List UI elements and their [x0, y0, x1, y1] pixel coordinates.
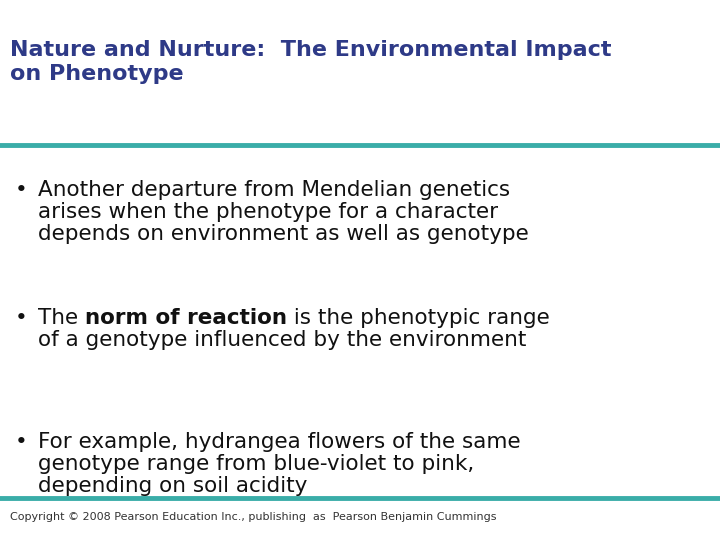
- Text: •: •: [15, 308, 28, 328]
- Text: The: The: [38, 308, 85, 328]
- Text: norm of reaction: norm of reaction: [85, 308, 287, 328]
- Text: Copyright © 2008 Pearson Education Inc., publishing  as  Pearson Benjamin Cummin: Copyright © 2008 Pearson Education Inc.,…: [10, 512, 497, 522]
- Text: •: •: [15, 432, 28, 452]
- Text: of a genotype influenced by the environment: of a genotype influenced by the environm…: [38, 330, 526, 350]
- Text: depends on environment as well as genotype: depends on environment as well as genoty…: [38, 224, 528, 244]
- Text: For example, hydrangea flowers of the same: For example, hydrangea flowers of the sa…: [38, 432, 521, 452]
- Text: Another departure from Mendelian genetics: Another departure from Mendelian genetic…: [38, 180, 510, 200]
- Text: is the phenotypic range: is the phenotypic range: [287, 308, 550, 328]
- Text: depending on soil acidity: depending on soil acidity: [38, 476, 307, 496]
- Text: •: •: [15, 180, 28, 200]
- Text: Nature and Nurture:  The Environmental Impact
on Phenotype: Nature and Nurture: The Environmental Im…: [10, 40, 611, 84]
- Text: arises when the phenotype for a character: arises when the phenotype for a characte…: [38, 202, 498, 222]
- Text: genotype range from blue-violet to pink,: genotype range from blue-violet to pink,: [38, 454, 474, 474]
